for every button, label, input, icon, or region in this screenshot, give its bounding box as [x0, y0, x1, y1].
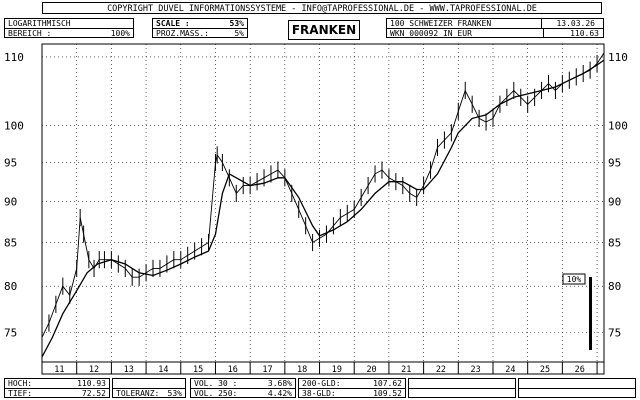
tief-label: TIEF: — [8, 389, 33, 398]
gld38-label: 38-GLD: — [302, 389, 336, 398]
proz-label: PROZ.MASS.: — [156, 29, 209, 38]
proz-row: PROZ.MASS.: 5% — [153, 28, 247, 38]
gld200-label: 200-GLD: — [302, 379, 341, 388]
footer-empty-2-top — [519, 379, 635, 388]
scale-row: SCALE : 53% — [153, 19, 247, 28]
moving-average-line — [42, 59, 604, 358]
toleranz-label: TOLERANZ: — [116, 389, 160, 398]
y-tick-label-left: 75 — [4, 327, 17, 340]
y-tick-label-left: 80 — [4, 280, 17, 293]
x-tick-label: 25 — [540, 365, 550, 375]
scale-indicator: 10% — [562, 273, 592, 350]
bereich-label: BEREICH : — [8, 29, 52, 38]
vol250-row: VOL. 250: 4.42% — [191, 388, 295, 398]
y-tick-label-left: 95 — [4, 156, 17, 169]
toleranz-row: TOLERANZ: 53% — [113, 388, 185, 398]
x-tick-label: 14 — [158, 365, 168, 375]
x-tick-label: 23 — [471, 365, 481, 375]
copyright-banner: COPYRIGHT DUVEL INFORMATIONSSYSTEME - IN… — [42, 2, 602, 14]
toleranz-spacer — [113, 379, 185, 388]
vol30-row: VOL. 30 : 3.68% — [191, 379, 295, 388]
gld38-value: 109.52 — [373, 389, 402, 398]
plot-frame — [41, 43, 605, 363]
vol250-value: 4.42% — [267, 389, 292, 398]
y-tick-label-left: 110 — [4, 51, 24, 64]
footer-toleranz: TOLERANZ: 53% — [112, 378, 186, 398]
x-tick-label: 24 — [505, 365, 515, 375]
tief-value: 72.52 — [81, 389, 106, 398]
footer-volatility: VOL. 30 : 3.68% VOL. 250: 4.42% — [190, 378, 296, 398]
chart-grid — [42, 44, 604, 362]
wkn-row: WKN 000092 IN EUR 110.63 — [387, 28, 603, 38]
x-tick-label: 15 — [193, 365, 203, 375]
scale-value: 53% — [229, 19, 244, 28]
x-tick-label: 19 — [332, 365, 342, 375]
gld200-value: 107.62 — [373, 379, 402, 388]
x-tick-label: 26 — [575, 365, 585, 375]
hoch-value: 110.93 — [77, 379, 106, 388]
y-tick-label-left: 100 — [4, 120, 24, 133]
footer-empty-2 — [518, 378, 636, 398]
proz-value: 5% — [234, 29, 244, 38]
vol30-value: 3.68% — [267, 379, 292, 388]
gld38-row: 38-GLD: 109.52 — [299, 388, 405, 398]
x-tick-label: 16 — [228, 365, 238, 375]
y-tick-label-left: 90 — [4, 195, 17, 208]
x-tick-label: 13 — [124, 365, 134, 375]
instrument-box: 100 SCHWEIZER FRANKEN 13.03.26 WKN 00009… — [386, 18, 604, 38]
y-tick-label-right: 95 — [608, 156, 621, 169]
footer-hoch-tief: HOCH: 110.93 TIEF: 72.52 — [4, 378, 110, 398]
toleranz-value: 53% — [167, 389, 182, 398]
x-axis-band — [41, 361, 605, 375]
x-tick-label: 11 — [54, 365, 64, 375]
instrument-row: 100 SCHWEIZER FRANKEN 13.03.26 — [387, 19, 603, 28]
bereich-row: BEREICH : 100% — [5, 28, 133, 38]
y-tick-label-left: 85 — [4, 237, 17, 250]
y-tick-label-right: 75 — [608, 327, 621, 340]
bereich-value: 100% — [110, 29, 130, 38]
footer-empty-1-top — [409, 379, 515, 388]
scale-box-frame — [562, 273, 586, 285]
vol30-label: VOL. 30 : — [194, 379, 238, 388]
y-tick-label-right: 90 — [608, 195, 621, 208]
chart-series — [42, 44, 604, 358]
instrument-title: FRANKEN — [288, 20, 360, 40]
footer-gld: 200-GLD: 107.62 38-GLD: 109.52 — [298, 378, 406, 398]
scale-bar — [589, 277, 592, 350]
x-tick-label: 21 — [401, 365, 411, 375]
last-price: 110.63 — [543, 29, 603, 37]
y-tick-label-right: 110 — [608, 51, 628, 64]
x-tick-label: 12 — [89, 365, 99, 375]
instrument-name: 100 SCHWEIZER FRANKEN — [390, 19, 492, 28]
y-tick-label-right: 100 — [608, 120, 628, 133]
scale-label: SCALE : — [156, 19, 190, 28]
scale-box: SCALE : 53% PROZ.MASS.: 5% — [152, 18, 248, 38]
scale-mode-box: LOGARITHMISCH BEREICH : 100% — [4, 18, 134, 38]
y-tick-label-right: 80 — [608, 280, 621, 293]
scale-box-label: 10% — [567, 275, 582, 284]
y-tick-label-right: 85 — [608, 237, 621, 250]
vol250-label: VOL. 250: — [194, 389, 238, 398]
gld200-row: 200-GLD: 107.62 — [299, 379, 405, 388]
footer-empty-1-bottom — [409, 388, 515, 397]
chart-date: 13.03.26 — [541, 19, 603, 28]
tief-row: TIEF: 72.52 — [5, 388, 109, 398]
scale-mode: LOGARITHMISCH — [8, 19, 71, 28]
x-tick-label: 18 — [297, 365, 307, 375]
x-tick-label: 17 — [262, 365, 272, 375]
footer-empty-2-bottom — [519, 388, 635, 397]
x-tick-label: 20 — [366, 365, 376, 375]
wkn-text: WKN 000092 IN EUR — [390, 29, 472, 38]
hoch-row: HOCH: 110.93 — [5, 379, 109, 388]
footer-empty-1 — [408, 378, 516, 398]
x-tick-label: 22 — [436, 365, 446, 375]
hoch-label: HOCH: — [8, 379, 33, 388]
chart-ticks: 75 75 80 80 85 85 90 90 95 95 100 100 110 110 11 12 13 14… — [4, 51, 628, 375]
